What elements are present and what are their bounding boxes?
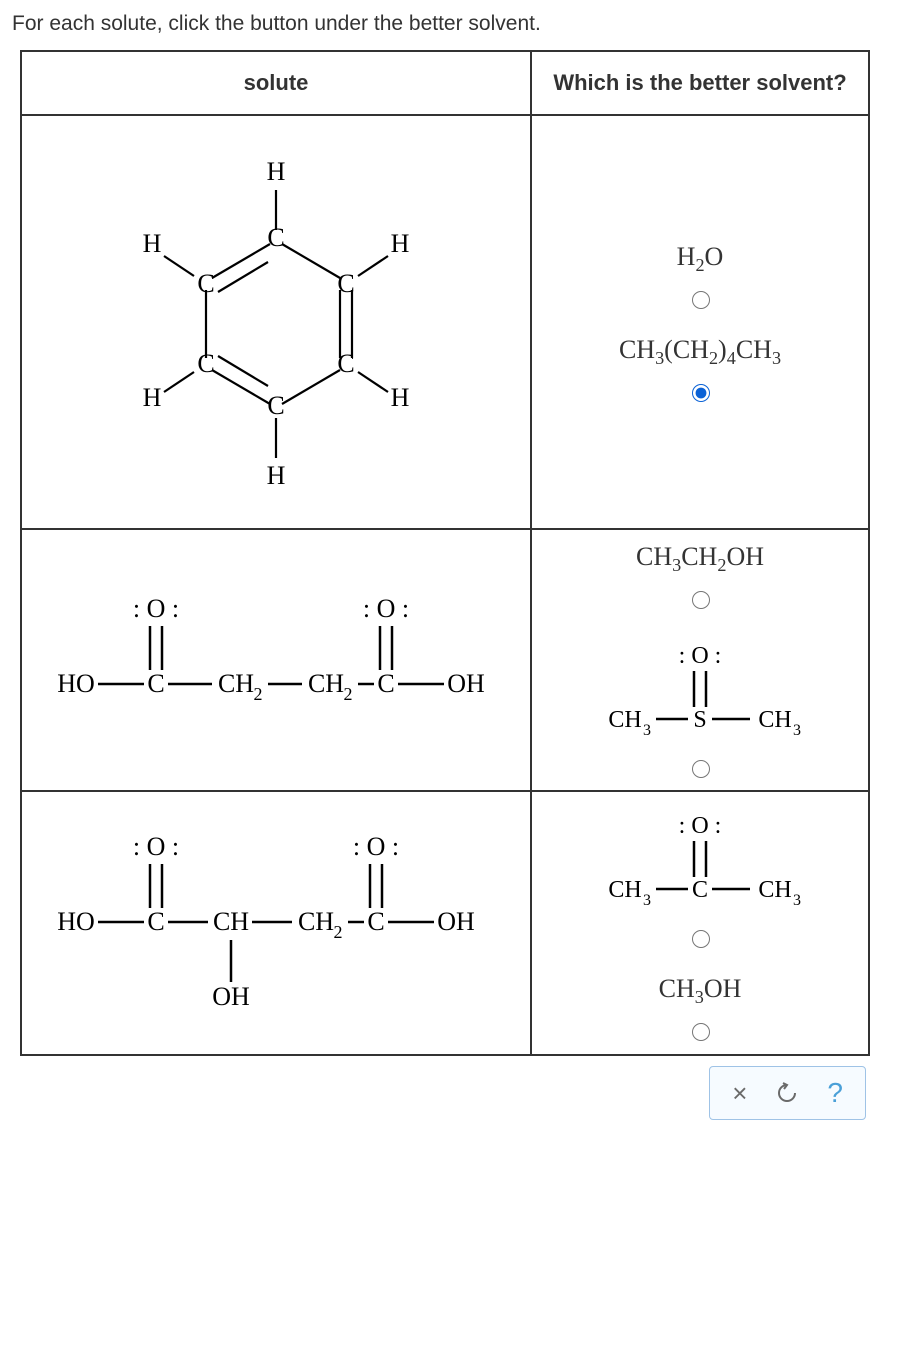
svg-text:C: C bbox=[197, 269, 214, 298]
option-acetone: : O : CH3 C CH3 bbox=[580, 805, 820, 948]
svg-text:HO: HO bbox=[57, 907, 95, 936]
benzene-structure-icon: C C C C C C H H H H H H bbox=[116, 134, 436, 504]
radio-dmso[interactable] bbox=[692, 760, 710, 778]
svg-text:3: 3 bbox=[793, 892, 801, 909]
svg-text:C: C bbox=[197, 349, 214, 378]
radio-hexane[interactable] bbox=[692, 384, 710, 402]
reset-icon[interactable] bbox=[775, 1081, 799, 1105]
svg-text:HO: HO bbox=[57, 669, 95, 698]
option-ethanol: CH3CH2OH bbox=[636, 542, 764, 609]
svg-text:H: H bbox=[267, 461, 286, 490]
svg-text:2: 2 bbox=[334, 922, 343, 942]
svg-text:: O :: : O : bbox=[679, 813, 722, 839]
svg-text:H: H bbox=[267, 157, 286, 186]
solute-solvent-table: solute Which is the better solvent? bbox=[20, 50, 870, 1056]
svg-text:OH: OH bbox=[212, 982, 250, 1011]
svg-text:C: C bbox=[337, 269, 354, 298]
formula-h2o: H2O bbox=[677, 242, 724, 276]
svg-text:: O :: : O : bbox=[133, 832, 179, 861]
svg-text:H: H bbox=[143, 229, 162, 258]
table-row: C C C C C C H H H H H H bbox=[21, 115, 869, 529]
solute-benzene: C C C C C C H H H H H H bbox=[21, 115, 531, 529]
solvent-options-2: CH3CH2OH : O : CH3 S CH3 bbox=[531, 529, 869, 791]
svg-text:H: H bbox=[391, 383, 410, 412]
svg-text:CH: CH bbox=[608, 707, 641, 733]
solvent-options-1: H2O CH3(CH2)4CH3 bbox=[531, 115, 869, 529]
svg-text:C: C bbox=[692, 877, 708, 903]
radio-methanol[interactable] bbox=[692, 1023, 710, 1041]
svg-text:CH: CH bbox=[218, 669, 254, 698]
table-row: : O : : O : HO C CH CH2 C OH OH bbox=[21, 791, 869, 1055]
instruction-text: For each solute, click the button under … bbox=[12, 12, 904, 36]
radio-ethanol[interactable] bbox=[692, 591, 710, 609]
close-icon[interactable]: × bbox=[732, 1078, 747, 1109]
header-solute: solute bbox=[21, 51, 531, 115]
svg-text:: O :: : O : bbox=[133, 594, 179, 623]
succinic-structure-icon: : O : : O : HO C CH2 CH2 C OH bbox=[36, 572, 516, 742]
svg-text:: O :: : O : bbox=[363, 594, 409, 623]
svg-text:3: 3 bbox=[643, 892, 651, 909]
svg-text:C: C bbox=[267, 391, 284, 420]
solute-malic: : O : : O : HO C CH CH2 C OH OH bbox=[21, 791, 531, 1055]
svg-text:CH: CH bbox=[758, 877, 791, 903]
svg-text:: O :: : O : bbox=[679, 643, 722, 669]
option-h2o: H2O bbox=[677, 242, 724, 309]
svg-text:S: S bbox=[693, 707, 706, 733]
help-icon[interactable]: ? bbox=[827, 1077, 843, 1109]
svg-text:C: C bbox=[267, 223, 284, 252]
svg-text:2: 2 bbox=[344, 684, 353, 704]
svg-text:OH: OH bbox=[447, 669, 485, 698]
svg-text:C: C bbox=[147, 669, 164, 698]
svg-text:CH: CH bbox=[213, 907, 249, 936]
solute-succinic: : O : : O : HO C CH2 CH2 C OH bbox=[21, 529, 531, 791]
malic-structure-icon: : O : : O : HO C CH CH2 C OH OH bbox=[36, 810, 516, 1030]
svg-text:C: C bbox=[147, 907, 164, 936]
svg-text:CH: CH bbox=[608, 877, 641, 903]
table-row: : O : : O : HO C CH2 CH2 C OH bbox=[21, 529, 869, 791]
option-hexane: CH3(CH2)4CH3 bbox=[619, 335, 781, 402]
svg-text:C: C bbox=[367, 907, 384, 936]
svg-text:CH: CH bbox=[308, 669, 344, 698]
svg-text:: O :: : O : bbox=[353, 832, 399, 861]
svg-text:3: 3 bbox=[643, 722, 651, 739]
svg-text:H: H bbox=[391, 229, 410, 258]
action-toolbar: × ? bbox=[709, 1066, 866, 1120]
svg-text:2: 2 bbox=[254, 684, 263, 704]
formula-hexane: CH3(CH2)4CH3 bbox=[619, 335, 781, 369]
svg-text:C: C bbox=[377, 669, 394, 698]
formula-ethanol: CH3CH2OH bbox=[636, 542, 764, 576]
acetone-icon: : O : CH3 C CH3 bbox=[580, 805, 820, 915]
option-dmso: : O : CH3 S CH3 bbox=[580, 635, 820, 778]
svg-text:OH: OH bbox=[437, 907, 475, 936]
svg-text:H: H bbox=[143, 383, 162, 412]
svg-text:3: 3 bbox=[793, 722, 801, 739]
dmso-icon: : O : CH3 S CH3 bbox=[580, 635, 820, 745]
svg-text:CH: CH bbox=[298, 907, 334, 936]
option-methanol: CH3OH bbox=[659, 974, 742, 1041]
svg-text:C: C bbox=[337, 349, 354, 378]
formula-methanol: CH3OH bbox=[659, 974, 742, 1008]
svg-text:CH: CH bbox=[758, 707, 791, 733]
radio-h2o[interactable] bbox=[692, 291, 710, 309]
solvent-options-3: : O : CH3 C CH3 bbox=[531, 791, 869, 1055]
radio-acetone[interactable] bbox=[692, 930, 710, 948]
header-solvent: Which is the better solvent? bbox=[531, 51, 869, 115]
